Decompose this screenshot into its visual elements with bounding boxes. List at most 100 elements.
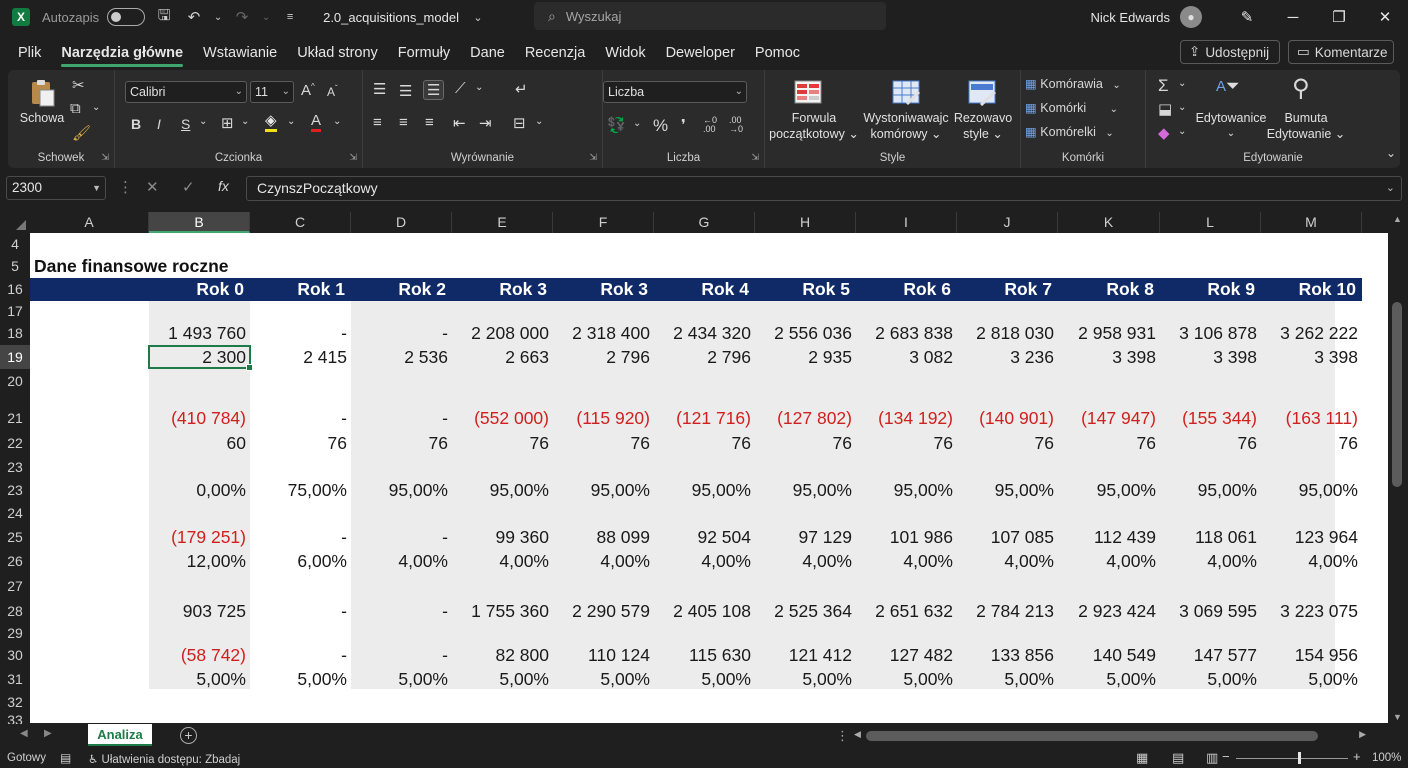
zoom-slider[interactable]	[1236, 758, 1348, 759]
row-header-16[interactable]: 16	[7, 281, 23, 297]
row-header-28[interactable]: 28	[7, 603, 23, 619]
cell[interactable]: 2 796	[606, 347, 650, 367]
clear-icon[interactable]: ◆	[1158, 125, 1170, 142]
cell[interactable]: 76	[731, 433, 751, 453]
year-header[interactable]: Rok 6	[903, 279, 951, 299]
cell[interactable]: 5,00%	[196, 669, 246, 689]
font-color-dropdown-icon[interactable]: ⌄	[333, 116, 342, 127]
format-cells-button[interactable]: ▦ Komórelki ⌄	[1025, 124, 1141, 139]
row-header-24[interactable]: 24	[7, 505, 23, 521]
vertical-scrollbar[interactable]: ▲ ▼	[1389, 212, 1408, 724]
copy-icon[interactable]: ⧉	[70, 100, 81, 117]
cell[interactable]: 5,00%	[499, 669, 549, 689]
cell[interactable]: -	[442, 408, 448, 428]
cell[interactable]: 4,00%	[1308, 551, 1358, 571]
cell[interactable]: (410 784)	[171, 408, 246, 428]
redo-icon[interactable]: ↷	[235, 9, 249, 26]
decrease-font-icon[interactable]: Aˇ	[327, 84, 338, 99]
number-format-select[interactable]: Liczba ⌄	[603, 81, 747, 103]
cell[interactable]: -	[341, 527, 347, 547]
cell[interactable]: 112 439	[1094, 527, 1156, 547]
column-header-m[interactable]: M	[1261, 212, 1362, 233]
year-header[interactable]: Rok 8	[1106, 279, 1154, 299]
column-header-j[interactable]: J	[957, 212, 1058, 233]
cell[interactable]: 95,00%	[1197, 480, 1257, 500]
normal-view-icon[interactable]: ▦	[1136, 750, 1149, 765]
column-header-d[interactable]: D	[351, 212, 452, 233]
cell[interactable]: 2 415	[303, 347, 347, 367]
cell[interactable]: 123 964	[1294, 527, 1358, 547]
file-name[interactable]: 2.0_acquisitions_model	[323, 9, 459, 25]
bold-button[interactable]: B	[131, 116, 142, 132]
row-header-18[interactable]: 18	[7, 325, 23, 341]
cell[interactable]: -	[341, 408, 347, 428]
cell[interactable]: (127 802)	[777, 408, 852, 428]
tab-insert[interactable]: Wstawianie	[203, 45, 278, 61]
cell[interactable]: -	[341, 645, 347, 665]
accounting-format-icon[interactable]: 💱	[607, 117, 626, 134]
alignment-launcher-icon[interactable]: ⇲	[589, 152, 597, 162]
cell[interactable]: 5,00%	[1207, 669, 1257, 689]
cell[interactable]: 2 923 424	[1078, 601, 1156, 621]
next-sheet-icon[interactable]: ▶	[44, 728, 52, 739]
merge-center-icon[interactable]: ⊟	[513, 115, 526, 132]
cell[interactable]: 2 525 364	[774, 601, 852, 621]
clipboard-launcher-icon[interactable]: ⇲	[101, 152, 109, 162]
sort-filter-button[interactable]: Edytowanice ⌄	[1192, 110, 1270, 142]
align-center-icon[interactable]: ≡	[399, 114, 408, 131]
cell[interactable]: 99 360	[495, 527, 549, 547]
cell[interactable]: (552 000)	[474, 408, 549, 428]
cell[interactable]: 3 223 075	[1280, 601, 1358, 621]
year-header[interactable]: Rok 3	[600, 279, 648, 299]
tab-review[interactable]: Recenzja	[524, 45, 586, 61]
cell[interactable]: 60	[226, 433, 246, 453]
align-left-icon[interactable]: ≡	[373, 114, 382, 131]
year-header[interactable]: Rok 3	[499, 279, 547, 299]
formula-input[interactable]: CzynszPoczątkowy ⌄	[246, 176, 1402, 201]
cell[interactable]: 3 398	[1112, 347, 1156, 367]
column-header-b[interactable]: B	[149, 212, 250, 233]
cell[interactable]: 121 412	[788, 645, 852, 665]
year-header[interactable]: Rok 4	[701, 279, 749, 299]
format-as-table-button[interactable]: Wystoniwawajc komórowy ⌄	[861, 110, 951, 142]
cell[interactable]: -	[442, 601, 448, 621]
cut-icon[interactable]: ✂	[72, 77, 85, 94]
cell[interactable]: -	[442, 645, 448, 665]
column-header-g[interactable]: G	[654, 212, 755, 233]
underline-dropdown-icon[interactable]: ⌄	[199, 116, 208, 127]
zoom-level[interactable]: 100%	[1372, 752, 1402, 764]
align-top-icon[interactable]: ☰	[373, 81, 387, 98]
cell[interactable]: 6,00%	[297, 551, 347, 571]
zoom-in-icon[interactable]: +	[1353, 749, 1361, 764]
row-header-19[interactable]: 19	[0, 345, 30, 369]
cell[interactable]: 95,00%	[994, 480, 1054, 500]
cell[interactable]: 110 124	[588, 645, 650, 665]
cell[interactable]: 107 085	[990, 527, 1054, 547]
fill-color-dropdown-icon[interactable]: ⌄	[287, 116, 296, 127]
cell[interactable]: 97 129	[798, 527, 852, 547]
number-launcher-icon[interactable]: ⇲	[751, 152, 759, 162]
cell-styles-icon[interactable]	[967, 78, 997, 108]
restore-icon[interactable]: ❐	[1332, 9, 1346, 26]
tab-file[interactable]: Plik	[18, 45, 42, 61]
cell[interactable]: (155 344)	[1182, 408, 1257, 428]
cell[interactable]: (134 192)	[878, 408, 953, 428]
sort-filter-icon[interactable]: A⏷	[1216, 76, 1240, 95]
cell[interactable]: 2 300	[202, 347, 246, 367]
select-all-corner[interactable]	[0, 212, 30, 233]
cell[interactable]: -	[341, 323, 347, 343]
cell[interactable]: -	[442, 323, 448, 343]
cell[interactable]: (58 742)	[180, 645, 246, 665]
cell[interactable]: 95,00%	[489, 480, 549, 500]
row-header-33[interactable]: 33	[7, 712, 23, 728]
cell[interactable]: 140 549	[1092, 645, 1156, 665]
close-icon[interactable]: ✕	[1378, 9, 1392, 26]
cell[interactable]: -	[442, 527, 448, 547]
orientation-icon[interactable]: ⟋	[455, 80, 466, 97]
redo-dropdown-icon[interactable]: ⌄	[261, 11, 271, 23]
row-header-25[interactable]: 25	[7, 529, 23, 545]
macro-record-icon[interactable]: ▤	[60, 751, 72, 765]
cancel-entry-icon[interactable]: ✕	[146, 179, 159, 196]
cell[interactable]: 76	[1034, 433, 1054, 453]
cell[interactable]: 2 405 108	[673, 601, 751, 621]
